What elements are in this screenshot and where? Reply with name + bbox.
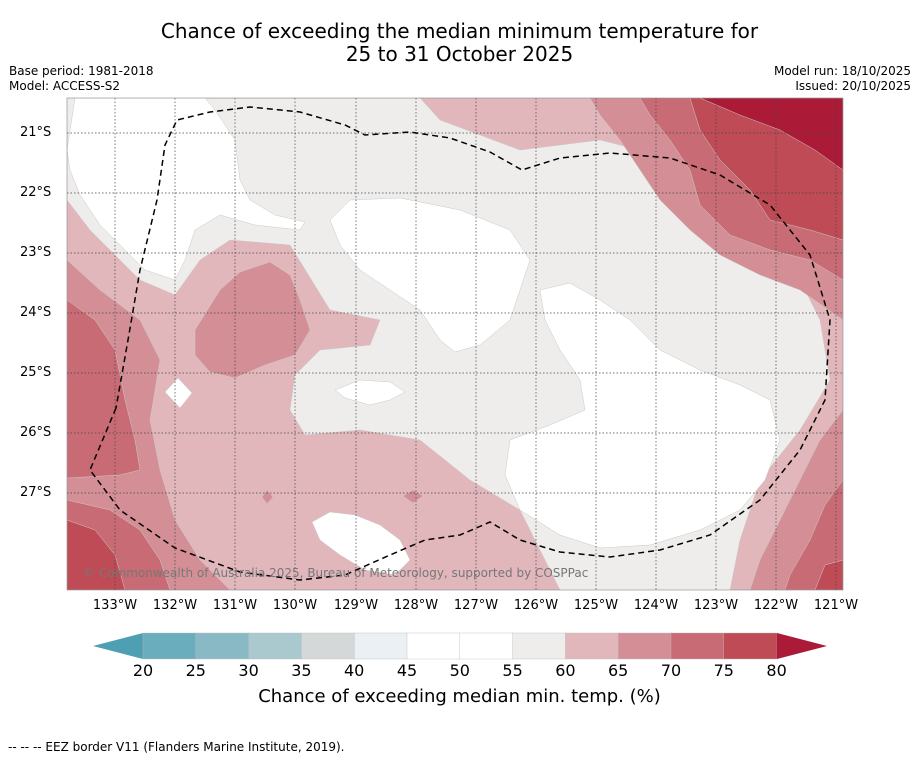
colorbar-title: Chance of exceeding median min. temp. (%… — [258, 686, 661, 707]
longitude-label: 131°W — [212, 598, 258, 613]
colorbar-cell — [354, 632, 408, 660]
colorbar-cell — [670, 632, 725, 660]
longitude-label: 125°W — [573, 598, 619, 613]
contour-50-55-small — [334, 379, 406, 406]
colorbar-tick-label: 25 — [185, 661, 206, 680]
colorbar-cell — [565, 632, 619, 660]
colorbar-tick-label: 20 — [132, 661, 154, 680]
colorbar — [93, 632, 827, 660]
eez-border — [89, 106, 831, 581]
colorbar-tick-label: 30 — [238, 661, 259, 680]
longitude-label: 130°W — [272, 598, 318, 613]
colorbar-cell — [512, 632, 567, 660]
colorbar-tick-label: 45 — [396, 661, 418, 680]
longitude-label: 128°W — [393, 598, 439, 613]
contour-60-65-west — [67, 199, 561, 590]
longitude-label: 129°W — [333, 598, 379, 613]
contour-75-80-sw — [67, 519, 126, 590]
longitude-label: 133°W — [92, 598, 138, 613]
colorbar-cell — [459, 632, 514, 660]
colorbar-tick-label: 75 — [713, 661, 734, 680]
latitude-label: 26°S — [20, 425, 52, 440]
contour-70-75-west — [67, 299, 141, 479]
contour-60-65-patch — [261, 489, 274, 505]
latitude-label: 24°S — [20, 305, 52, 320]
colorbar-cell — [195, 632, 250, 660]
colorbar-tick-label: 35 — [291, 661, 312, 680]
colorbar-tick-label: 55 — [502, 661, 523, 680]
colorbar-high-extension — [777, 633, 827, 659]
model-run: Model run: 18/10/2025 — [773, 64, 911, 78]
longitude-label: 124°W — [633, 598, 679, 613]
colorbar-cell — [248, 632, 303, 660]
title-line-1: Chance of exceeding the median minimum t… — [160, 19, 759, 43]
colorbar-cell — [723, 632, 778, 660]
colorbar-cell — [406, 632, 461, 660]
title-line-2: 25 to 31 October 2025 — [345, 42, 574, 66]
copyright-notice: © Commonwealth of Australia 2025, Bureau… — [83, 566, 588, 580]
colorbar-tick-label: 60 — [555, 661, 576, 680]
colorbar-low-extension — [93, 633, 143, 659]
longitude-label: 123°W — [693, 598, 739, 613]
contour-above-80 — [699, 98, 843, 171]
colorbar-cell — [301, 632, 355, 660]
contour-65-70-blob — [194, 261, 311, 379]
colorbar-cell — [618, 632, 672, 660]
eez-legend: -- -- -- EEZ border V11 (Flanders Marine… — [8, 740, 345, 754]
issued-date: Issued: 20/10/2025 — [795, 79, 911, 93]
colorbar-tick-label: 80 — [766, 661, 787, 680]
contour-fill-layer — [67, 98, 843, 590]
latitude-label: 25°S — [20, 365, 52, 380]
base-period: Base period: 1981-2018 — [9, 64, 154, 78]
longitude-label: 126°W — [513, 598, 559, 613]
map-frame — [66, 97, 844, 591]
longitude-label: 132°W — [152, 598, 198, 613]
latitude-label: 23°S — [20, 245, 52, 260]
latitude-label: 21°S — [20, 125, 52, 140]
contour-70-75-se — [784, 479, 843, 590]
colorbar-cell — [142, 632, 197, 660]
contour-50-55-nw — [67, 98, 306, 281]
graticule — [67, 98, 843, 590]
contour-50-55-sw — [311, 511, 411, 576]
contour-50-55-center — [329, 197, 531, 353]
longitude-label: 121°W — [813, 598, 859, 613]
latitude-label: 22°S — [20, 185, 52, 200]
colorbar-tick-label: 40 — [344, 661, 365, 680]
colorbar-tick-label: 70 — [660, 661, 682, 680]
contour-50-55-east — [504, 282, 781, 549]
model-name: Model: ACCESS-S2 — [9, 79, 121, 93]
colorbar-tick-label: 50 — [449, 661, 470, 680]
longitude-label: 127°W — [453, 598, 499, 613]
colorbar-tick-label: 65 — [608, 661, 629, 680]
latitude-label: 27°S — [20, 485, 52, 500]
longitude-label: 122°W — [753, 598, 799, 613]
